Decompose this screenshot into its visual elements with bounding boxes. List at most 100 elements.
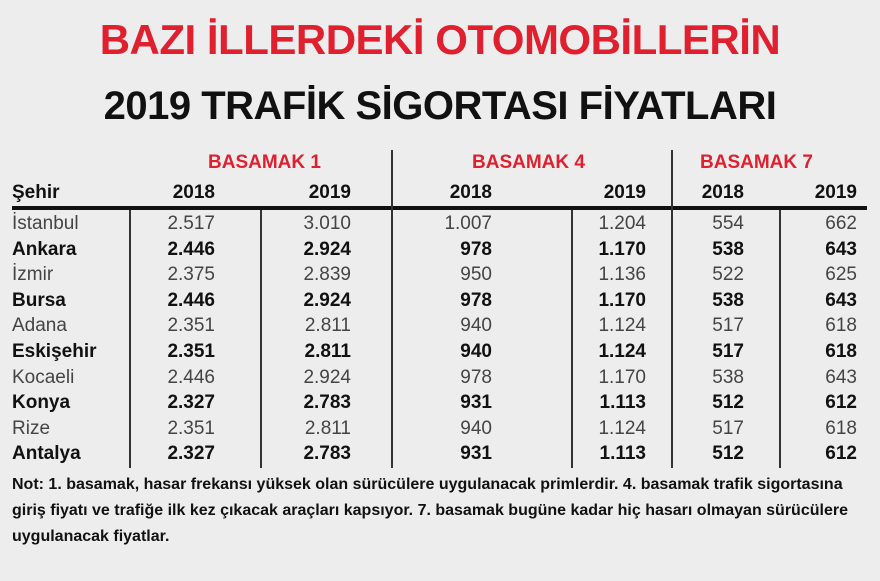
price-cell: 618	[825, 341, 857, 362]
price-cell: 3.010	[303, 213, 351, 234]
price-cell: 625	[825, 264, 857, 286]
table-row: Adana 2.351 2.811 940 1.124 517 618	[0, 313, 880, 338]
price-cell: 1.204	[598, 213, 646, 234]
group-basamak-4: BASAMAK 4	[472, 152, 585, 173]
header-year: 2019	[603, 182, 646, 203]
city-name: Bursa	[12, 289, 66, 311]
price-cell: 940	[460, 315, 492, 337]
price-cell: 978	[460, 238, 492, 260]
price-cell: 940	[460, 341, 492, 362]
price-cell: 517	[712, 315, 744, 337]
price-cell: 643	[825, 238, 857, 260]
table-row: İzmir 2.375 2.839 950 1.136 522 625	[0, 262, 880, 287]
price-cell: 2.446	[167, 366, 215, 388]
city-name: Eskişehir	[12, 341, 97, 362]
price-cell: 662	[825, 213, 857, 234]
header-year: 2019	[814, 182, 857, 203]
price-cell: 931	[460, 443, 492, 465]
table-row: Ankara 2.446 2.924 978 1.170 538 643	[0, 237, 880, 262]
header-year: 2019	[308, 182, 351, 203]
price-cell: 612	[825, 443, 857, 465]
price-cell: 517	[712, 341, 744, 362]
price-cell: 512	[712, 392, 744, 414]
table-row: Bursa 2.446 2.924 978 1.170 538 643	[0, 288, 880, 313]
group-divider	[671, 150, 673, 468]
price-cell: 1.170	[598, 289, 646, 311]
price-cell: 1.113	[599, 443, 647, 465]
table-row: Antalya 2.327 2.783 931 1.113 512 612	[0, 441, 880, 466]
city-name: Rize	[12, 417, 51, 439]
price-cell: 554	[712, 213, 744, 234]
footnote: Not: 1. basamak, hasar frekansı yüksek o…	[12, 476, 848, 545]
group-basamak-1: BASAMAK 1	[208, 152, 321, 173]
price-cell: 517	[712, 417, 744, 439]
price-cell: 978	[460, 289, 492, 311]
price-cell: 643	[825, 366, 857, 388]
price-cell: 978	[460, 366, 492, 388]
table-row: Rize 2.351 2.811 940 1.124 517 618	[0, 416, 880, 441]
table-row: Eskişehir 2.351 2.811 940 1.124 517 618	[0, 339, 880, 364]
price-cell: 2.811	[304, 315, 351, 337]
city-name: Kocaeli	[12, 366, 75, 388]
city-name: Adana	[12, 315, 67, 337]
price-cell: 2.327	[167, 392, 215, 414]
city-name: Ankara	[12, 238, 77, 260]
price-cell: 1.170	[598, 238, 646, 260]
price-cell: 512	[712, 443, 744, 465]
header-rule	[12, 206, 867, 210]
city-name: İstanbul	[12, 213, 79, 234]
price-cell: 1.007	[444, 213, 492, 234]
price-cell: 538	[712, 289, 744, 311]
price-cell: 2.811	[304, 417, 351, 439]
price-cell: 1.136	[598, 264, 646, 286]
column-divider	[779, 210, 781, 468]
price-cell: 2.351	[167, 315, 215, 337]
column-divider	[260, 210, 262, 468]
price-cell: 1.124	[598, 315, 646, 337]
price-cell: 1.113	[599, 392, 647, 414]
header-year: 2018	[172, 182, 215, 203]
price-cell: 618	[825, 315, 857, 337]
price-cell: 2.924	[303, 366, 351, 388]
group-divider	[391, 150, 393, 468]
price-cell: 2.811	[304, 341, 352, 362]
city-name: Konya	[12, 392, 71, 414]
price-cell: 2.924	[303, 289, 351, 311]
header-city: Şehir	[12, 182, 60, 203]
city-name: İzmir	[12, 264, 54, 286]
header-year: 2018	[701, 182, 744, 203]
price-cell: 2.446	[167, 238, 215, 260]
price-cell: 2.327	[167, 443, 215, 465]
price-cell: 2.446	[167, 289, 215, 311]
price-cell: 931	[460, 392, 492, 414]
group-basamak-7: BASAMAK 7	[700, 152, 813, 173]
price-cell: 643	[825, 289, 857, 311]
price-cell: 2.517	[167, 213, 215, 234]
price-cell: 522	[712, 264, 744, 286]
price-cell: 950	[460, 264, 492, 286]
price-cell: 538	[712, 238, 744, 260]
price-cell: 618	[825, 417, 857, 439]
price-cell: 612	[825, 392, 857, 414]
price-cell: 940	[460, 417, 492, 439]
price-cell: 1.124	[598, 417, 646, 439]
city-name: Antalya	[12, 443, 81, 465]
table-row: Kocaeli 2.446 2.924 978 1.170 538 643	[0, 365, 880, 390]
price-cell: 2.783	[303, 392, 351, 414]
price-cell: 2.375	[167, 264, 215, 286]
price-cell: 1.124	[598, 341, 646, 362]
title-line-2: 2019 TRAFİK SİGORTASI FİYATLARI	[103, 84, 777, 128]
price-cell: 2.351	[167, 417, 215, 439]
table-row: İstanbul 2.517 3.010 1.007 1.204 554 662	[0, 211, 880, 236]
table-row: Konya 2.327 2.783 931 1.113 512 612	[0, 390, 880, 415]
price-cell: 2.839	[303, 264, 351, 286]
price-cell: 1.170	[598, 366, 646, 388]
column-divider	[129, 210, 131, 468]
column-divider	[571, 210, 573, 468]
title-line-1: BAZI İLLERDEKİ OTOMOBİLLERİN	[99, 16, 781, 63]
header-year: 2018	[449, 182, 492, 203]
price-cell: 2.783	[303, 443, 351, 465]
price-cell: 2.351	[167, 341, 215, 362]
price-cell: 538	[712, 366, 744, 388]
price-cell: 2.924	[303, 238, 351, 260]
